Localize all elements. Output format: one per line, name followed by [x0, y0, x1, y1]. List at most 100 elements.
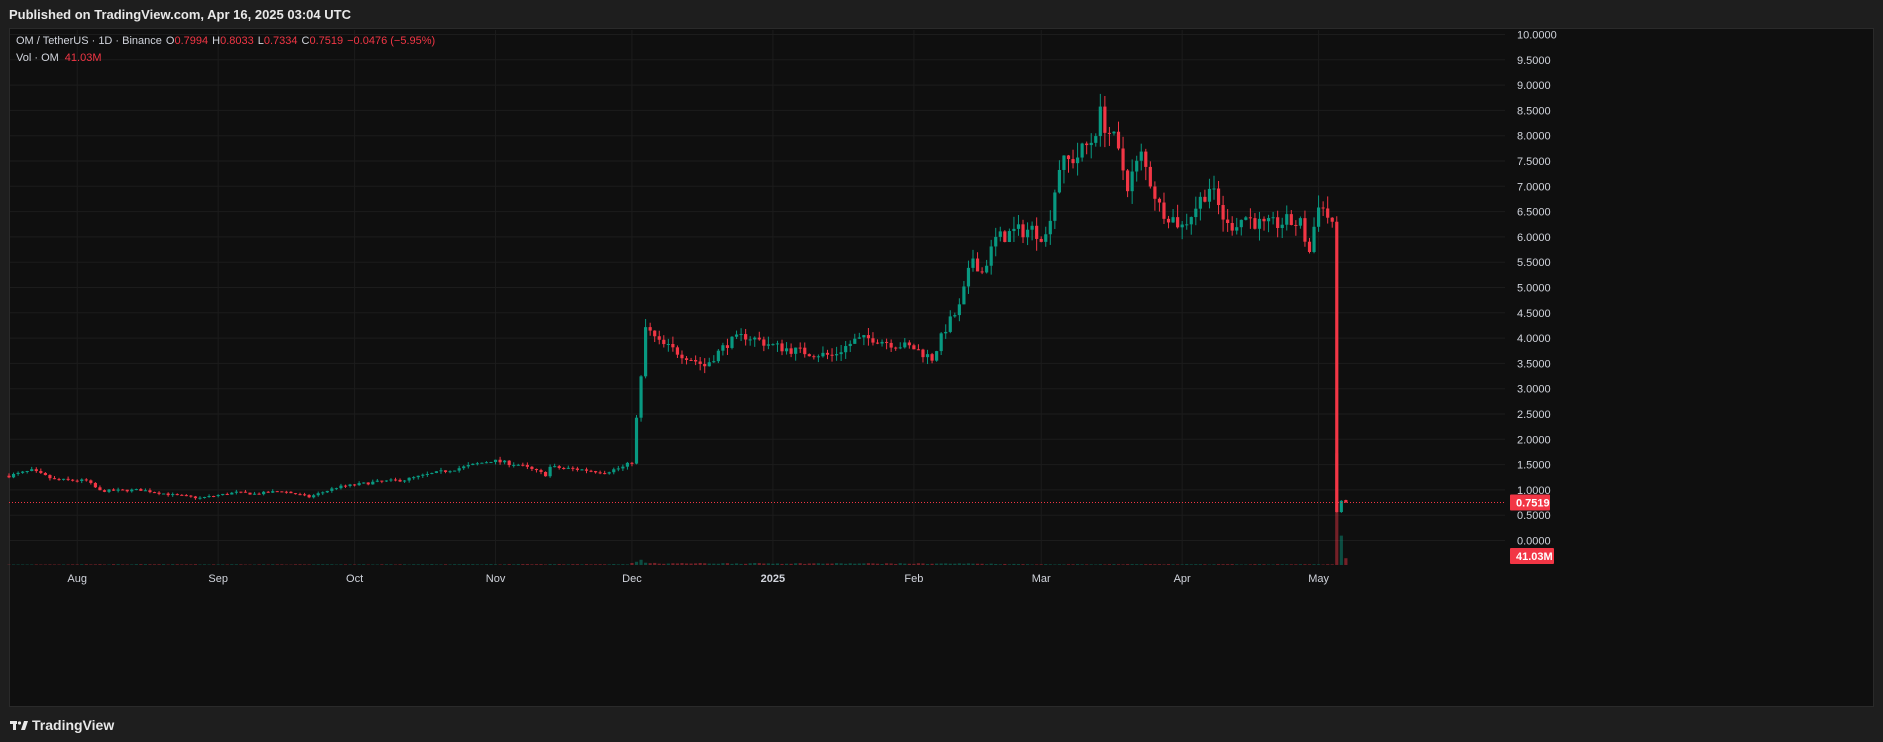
last-price-badge [1510, 494, 1550, 511]
volume-bar [1280, 564, 1284, 565]
candle-body [393, 479, 398, 481]
volume-bar [1135, 564, 1139, 565]
volume-bar [175, 564, 179, 565]
volume-bar [493, 564, 498, 565]
volume-bar [516, 564, 520, 565]
symbol-label[interactable]: OM / TetherUS · 1D · Binance [16, 35, 162, 47]
candle-body [584, 469, 589, 471]
candle-body [671, 343, 675, 348]
volume-bar [1021, 564, 1025, 565]
y-tick-label: 1.5000 [1517, 460, 1551, 472]
volume-bar [607, 564, 611, 565]
candle-body [480, 462, 484, 464]
candle-body [434, 471, 439, 473]
volume-bar [321, 564, 325, 565]
volume-bar [34, 564, 38, 565]
volume-bar [998, 564, 1002, 565]
volume-bar [21, 564, 25, 565]
open-label: O [165, 35, 175, 47]
volume-label[interactable]: Vol · OM [16, 52, 59, 64]
candle-body [862, 335, 866, 338]
volume-bar [1098, 564, 1102, 565]
x-tick-label: Aug [67, 573, 87, 585]
y-tick-label: 6.0000 [1517, 232, 1551, 244]
candle-body [1094, 136, 1098, 143]
candle-body [371, 481, 375, 485]
candle-body [102, 490, 107, 492]
volume-bar [189, 564, 193, 565]
candle-body [1103, 106, 1107, 133]
candle-body [1135, 160, 1139, 172]
volume-bar [1062, 564, 1066, 565]
volume-bar [916, 563, 921, 565]
volume-bar [262, 564, 266, 565]
tradingview-logo-icon[interactable]: TradingView [10, 717, 114, 733]
candle-body [516, 464, 520, 466]
volume-bar [548, 564, 552, 565]
volume-bar [75, 564, 79, 565]
candle-body [1294, 224, 1298, 226]
candle-body [1212, 188, 1216, 190]
volume-bar [457, 564, 461, 565]
candle-body [839, 352, 843, 355]
volume-bar [152, 564, 157, 565]
candle-body [780, 343, 784, 352]
candle-body [589, 470, 593, 472]
volume-bar [994, 564, 998, 565]
volume-bar [380, 564, 384, 565]
candle-body [225, 493, 229, 495]
candle-body [39, 471, 43, 473]
volume-bar [202, 564, 207, 565]
candle-body [921, 349, 925, 358]
volume-bar [162, 564, 166, 565]
candle-body [343, 485, 348, 487]
candle-body [1289, 214, 1293, 225]
candle-body [662, 339, 666, 345]
candle-body [1148, 166, 1152, 187]
candle-body [152, 492, 157, 494]
candle-body [275, 491, 279, 493]
volume-bar [962, 563, 966, 565]
volume-bar [1266, 564, 1271, 565]
y-tick-label: 9.5000 [1517, 55, 1551, 67]
candle-body [1330, 217, 1334, 222]
volume-bar [562, 564, 566, 565]
volume-bar [280, 564, 284, 565]
volume-bar [944, 563, 948, 565]
volume-bar [1307, 564, 1312, 565]
x-tick-label: Feb [904, 573, 923, 585]
volume-bar [794, 563, 798, 565]
volume-bar [694, 563, 698, 565]
candle-body [143, 490, 148, 492]
x-tick-label: Oct [346, 573, 363, 585]
candle-body [1098, 106, 1102, 137]
candle-body [80, 479, 84, 482]
volume-bar [1080, 564, 1084, 565]
volume-bar [839, 563, 843, 565]
candle-body [1144, 151, 1148, 167]
volume-bar [553, 564, 557, 565]
candle-body [1335, 221, 1339, 513]
candle-body [748, 339, 752, 341]
candle-body [766, 344, 770, 346]
candle-body [725, 345, 730, 348]
volume-bar [566, 564, 570, 565]
candle-body [684, 358, 689, 360]
candle-body [498, 459, 502, 463]
volume-bar [780, 563, 784, 565]
volume-bar [666, 563, 670, 565]
volume-bar [889, 563, 893, 565]
candle-body [134, 489, 138, 491]
volume-bar [885, 563, 889, 565]
candle-body [184, 495, 188, 497]
volume-bar [630, 562, 634, 565]
candle-body [1303, 218, 1307, 242]
volume-bar [398, 564, 402, 565]
candle-body [1121, 148, 1125, 171]
chart-frame[interactable] [9, 28, 1874, 707]
volume-bar [1316, 564, 1321, 565]
volume-bar [598, 564, 602, 565]
candle-body [1039, 238, 1043, 242]
candle-body [1266, 218, 1271, 222]
